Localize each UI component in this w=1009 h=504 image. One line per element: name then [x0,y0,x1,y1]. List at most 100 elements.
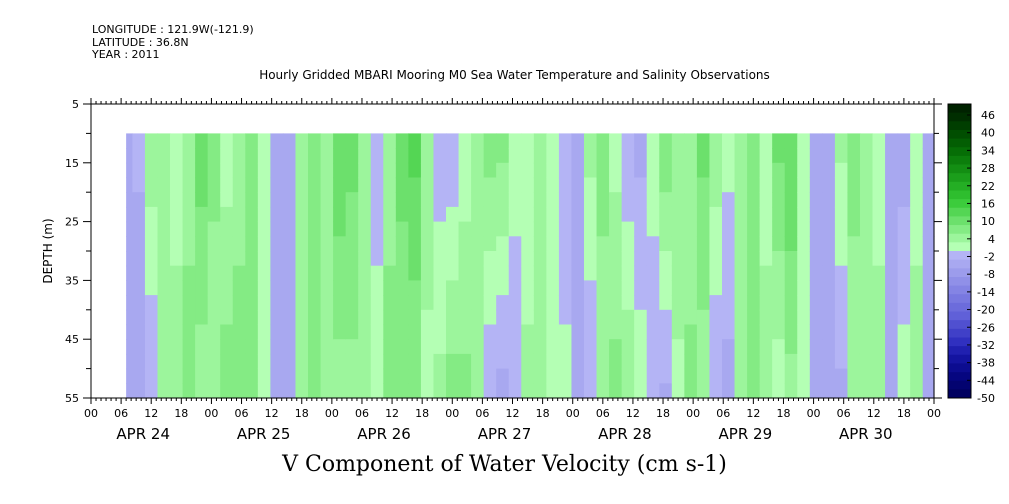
heatmap-cell [333,177,347,193]
heatmap-cell [646,148,660,164]
heatmap-cell [471,206,485,223]
heatmap-cell [684,251,698,267]
heatmap-cell [195,265,209,281]
heatmap-cell [370,192,384,208]
heatmap-cell [571,133,585,149]
heatmap-cell [282,236,297,252]
heatmap-cell [747,280,761,296]
heatmap-cell [822,236,836,252]
heatmap-cell [558,177,573,193]
heatmap-cell [395,265,409,281]
heatmap-cell [358,324,372,340]
heatmap-cell [308,383,322,399]
heatmap-cell [358,265,372,281]
heatmap-cell [458,353,472,370]
heatmap-cell [245,295,259,311]
heatmap-cell [345,133,359,149]
heatmap-cell [872,383,886,399]
colorbar-swatch [948,346,971,356]
heatmap-cell [420,295,435,311]
heatmap-cell [847,280,861,296]
heatmap-cell [483,162,497,179]
heatmap-cell [558,309,573,326]
heatmap-cell [471,236,485,252]
heatmap-cell [496,148,510,164]
heatmap-cell [533,251,547,267]
heatmap-cell [446,309,460,326]
heatmap-cell [295,133,309,149]
heatmap-cell [358,353,372,370]
heatmap-cell [195,339,209,355]
heatmap-cell [671,162,685,179]
heatmap-cell [859,383,874,399]
heatmap-cell [521,236,535,252]
heatmap-cell [308,339,322,355]
heatmap-cell [859,133,874,149]
heatmap-cell [157,368,171,384]
heatmap-cell [308,353,322,370]
heatmap-cell [496,368,510,384]
heatmap-cell [508,368,522,384]
heatmap-cell [922,383,935,399]
heatmap-cell [659,221,673,237]
heatmap-cell [182,192,196,208]
heatmap-cell [458,133,472,149]
heatmap-cell [496,339,510,355]
heatmap-cell [483,133,497,149]
heatmap-cell [722,162,736,179]
colorbar-swatch [948,363,971,373]
colorbar-swatch [948,276,971,286]
heatmap-cell [358,177,372,193]
heatmap-cell [772,295,786,311]
heatmap-cell [458,192,472,208]
heatmap-cell [458,206,472,223]
heatmap-cell [383,353,397,370]
heatmap-cell [772,162,786,179]
heatmap-cell [383,265,397,281]
heatmap-cell [232,353,246,370]
heatmap-cell [584,339,598,355]
heatmap-cell [684,133,698,149]
heatmap-cell [420,148,435,164]
heatmap-cell [533,148,547,164]
heatmap-cell [571,251,585,267]
heatmap-cell [922,192,935,208]
heatmap-cell [734,309,748,326]
heatmap-cell [747,192,761,208]
heatmap-cell [182,206,196,223]
heatmap-cell [910,251,924,267]
heatmap-cell [797,251,811,267]
heatmap-cell [408,265,422,281]
heatmap-cell [772,236,786,252]
heatmap-cell [333,236,347,252]
heatmap-cell [144,265,159,281]
heatmap-cell [345,221,359,237]
heatmap-cell [671,221,685,237]
heatmap-cell [144,368,159,384]
heatmap-cell [722,148,736,164]
heatmap-cell [659,148,673,164]
heatmap-cell [709,368,723,384]
heatmap-cell [772,368,786,384]
heatmap-cell [584,309,598,326]
heatmap-cell [847,353,861,370]
heatmap-cell [308,309,322,326]
heatmap-cell [245,265,259,281]
heatmap-cell [558,383,573,399]
heatmap-cell [684,206,698,223]
heatmap-cell [521,383,535,399]
heatmap-cell [634,324,648,340]
heatmap-cell [508,192,522,208]
heatmap-cell [621,162,635,179]
heatmap-cell [571,353,585,370]
heatmap-cell [696,148,711,164]
heatmap-cell [220,162,234,179]
heatmap-cell [558,221,573,237]
heatmap-cell [847,148,861,164]
heatmap-cell [859,368,874,384]
heatmap-cell [646,192,660,208]
heatmap-cell [684,162,698,179]
heatmap-cell [358,309,372,326]
heatmap-cell [571,236,585,252]
heatmap-cell [759,280,773,296]
